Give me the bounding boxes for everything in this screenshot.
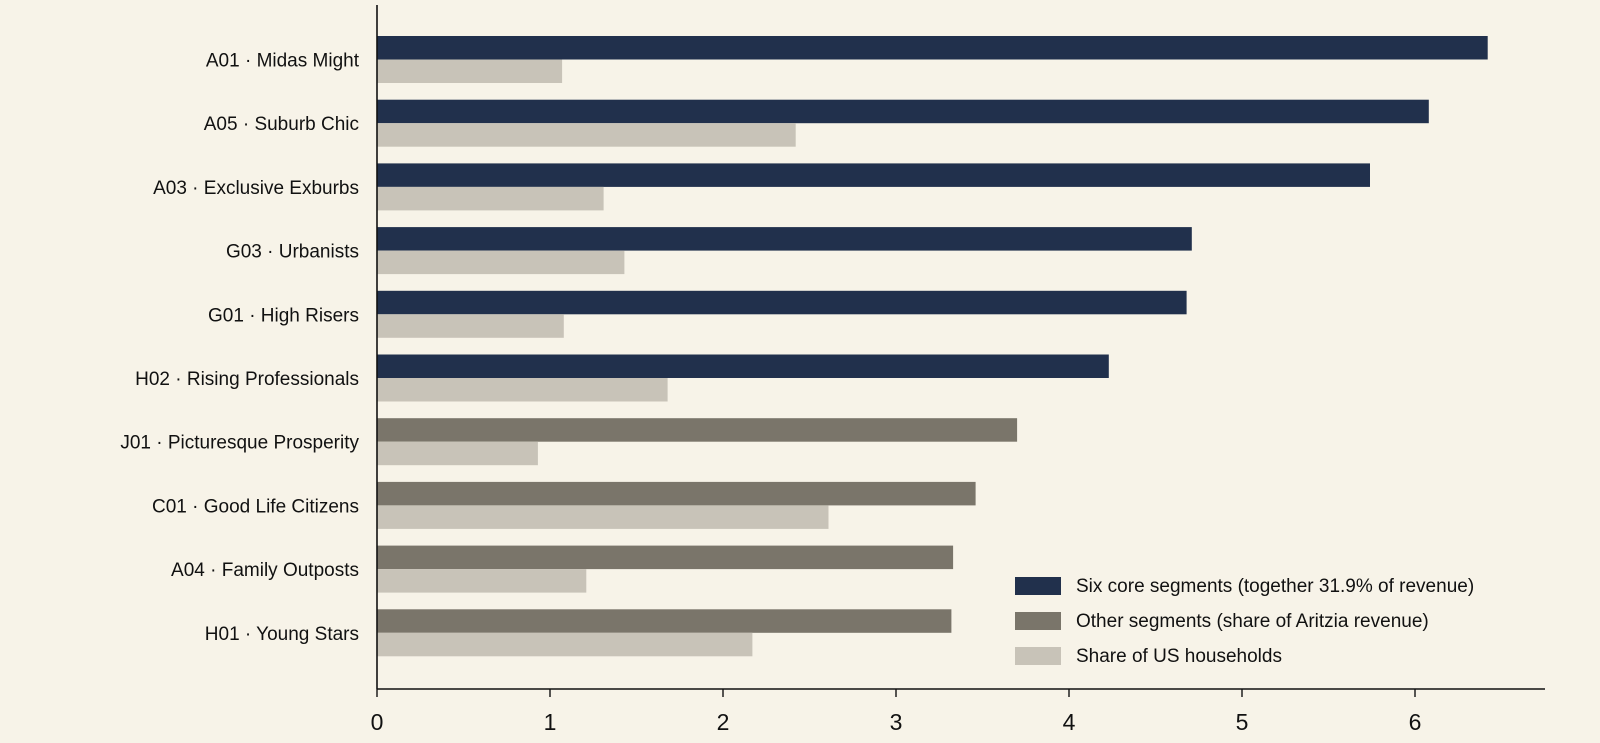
category-label: H01 · Young Stars <box>205 624 359 645</box>
legend-swatch-core <box>1015 577 1061 595</box>
category-label: H02 · Rising Professionals <box>135 369 359 390</box>
category-label: A05 · Suburb Chic <box>204 114 359 135</box>
revenue-bar <box>377 227 1192 251</box>
category-label: G01 · High Risers <box>208 305 359 326</box>
category-label: A04 · Family Outposts <box>171 560 359 581</box>
x-tick-label: 5 <box>1236 709 1249 735</box>
category-label: G03 · Urbanists <box>226 242 359 263</box>
revenue-bar <box>377 163 1370 187</box>
category-label: A01 · Midas Might <box>206 51 360 72</box>
revenue-bar <box>377 99 1429 124</box>
legend-label-other: Other segments (share of Aritzia revenue… <box>1076 611 1429 632</box>
household-bar <box>377 250 625 275</box>
revenue-bar <box>377 290 1187 315</box>
category-label: C01 · Good Life Citizens <box>152 496 359 517</box>
x-tick-label: 1 <box>544 709 557 735</box>
category-label: A03 · Exclusive Exburbs <box>153 178 359 199</box>
x-tick-label: 0 <box>371 709 384 735</box>
x-tick-label: 2 <box>717 709 730 735</box>
legend-label-households: Share of US households <box>1076 646 1282 667</box>
revenue-bar <box>377 609 952 633</box>
revenue-bar <box>377 354 1109 378</box>
x-tick-label: 3 <box>890 709 903 735</box>
x-tick-label: 4 <box>1063 709 1076 735</box>
household-bar <box>377 59 563 83</box>
household-bar <box>377 569 587 593</box>
revenue-bar <box>377 418 1018 442</box>
legend-label-core: Six core segments (together 31.9% of rev… <box>1076 576 1474 597</box>
household-bar <box>377 123 796 147</box>
legend-swatch-other <box>1015 612 1061 630</box>
revenue-bar <box>377 481 976 506</box>
household-bar <box>377 505 829 529</box>
household-bar <box>377 186 604 211</box>
household-bar <box>377 632 753 657</box>
revenue-bar <box>377 545 954 570</box>
revenue-bar <box>377 36 1488 60</box>
x-tick-label: 6 <box>1409 709 1422 735</box>
legend-swatch-households <box>1015 647 1061 665</box>
household-bar <box>377 441 538 466</box>
category-label: J01 · Picturesque Prosperity <box>120 433 359 454</box>
household-bar <box>377 378 668 402</box>
household-bar <box>377 314 564 338</box>
